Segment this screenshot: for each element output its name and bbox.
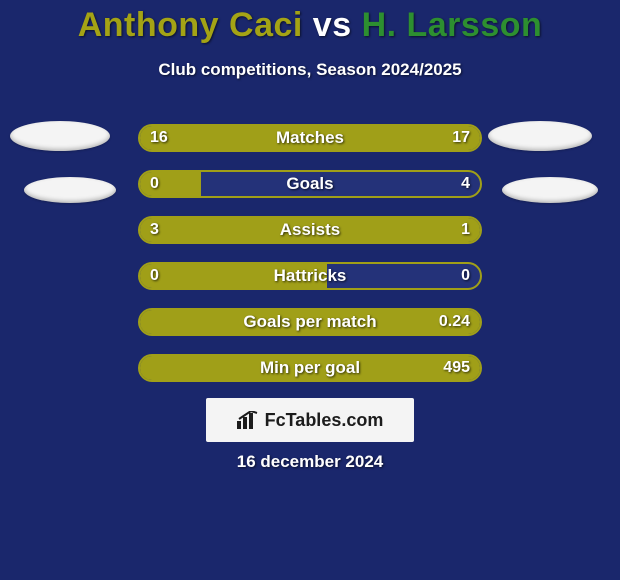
brand-chart-icon [237,411,259,429]
left-badge-ellipse [24,177,116,203]
stat-fill-left [140,126,303,150]
stat-track [138,216,482,244]
brand-text: FcTables.com [265,410,384,431]
stat-row: Matches1617 [138,124,482,152]
stat-fill-right [303,126,480,150]
player1-name: Anthony Caci [78,6,303,44]
stat-fill-left [140,264,327,288]
card-date: 16 december 2024 [0,452,620,472]
stat-track [138,170,482,198]
stat-track [138,262,482,290]
vs-label: vs [313,6,352,44]
stat-track [138,354,482,382]
stat-row: Goals04 [138,170,482,198]
stat-track [138,124,482,152]
stat-row: Min per goal495 [138,354,482,382]
stat-fill-left [140,172,201,196]
stat-track [138,308,482,336]
right-badge-ellipse [502,177,598,203]
stat-fill-left [140,218,395,242]
stat-row: Goals per match0.24 [138,308,482,336]
brand-badge: FcTables.com [206,398,414,442]
stat-fill-left [140,310,480,334]
stat-fill-left [140,356,480,380]
stat-fill-right [395,218,480,242]
right-badge-ellipse [488,121,592,151]
card-subtitle: Club competitions, Season 2024/2025 [0,60,620,80]
comparison-card: Anthony Caci vs H. Larsson Club competit… [0,0,620,580]
left-badge-ellipse [10,121,110,151]
player2-name: H. Larsson [362,6,543,44]
stat-row: Hattricks00 [138,262,482,290]
card-title: Anthony Caci vs H. Larsson [0,6,620,45]
stat-bars: Matches1617 Goals04 Assists31 Hattricks00 Go… [138,124,482,400]
stat-row: Assists31 [138,216,482,244]
